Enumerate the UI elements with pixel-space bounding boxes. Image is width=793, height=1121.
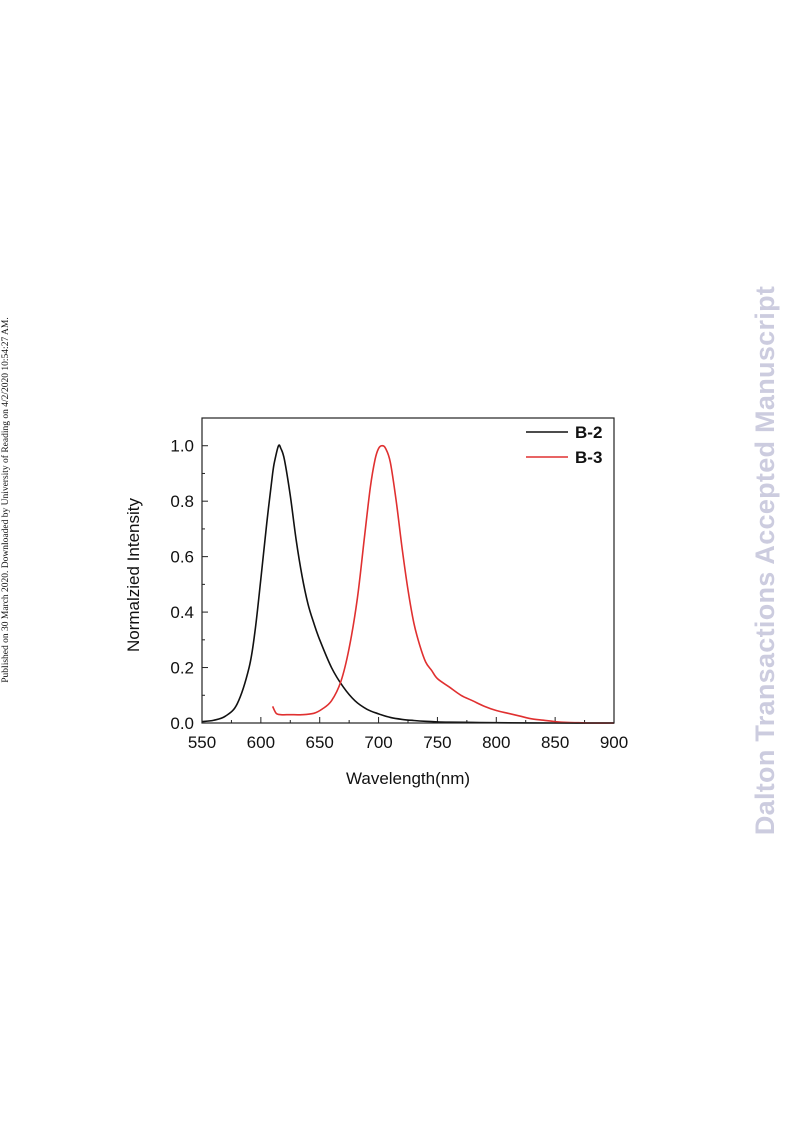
x-tick-label: 600	[247, 733, 275, 752]
x-tick-label: 550	[188, 733, 216, 752]
x-axis-title: Wavelength(nm)	[346, 769, 470, 788]
y-tick-label: 0.6	[170, 548, 194, 567]
series-line-b-2	[201, 444, 615, 724]
legend-label-b-2: B-2	[575, 423, 602, 442]
plot-area	[201, 444, 615, 724]
y-tick-label: 0.0	[170, 714, 194, 733]
y-tick-label: 0.4	[170, 603, 194, 622]
axis-ticks	[201, 417, 615, 724]
y-tick-label: 0.2	[170, 659, 194, 678]
y-tick-labels: 0.0 0.2 0.4 0.6 0.8 1.0	[170, 437, 194, 733]
series-line-b-3	[271, 444, 615, 724]
y-axis-title: Normalzied Intensity	[124, 498, 143, 653]
x-tick-label: 700	[364, 733, 392, 752]
y-tick-label: 1.0	[170, 437, 194, 456]
x-tick-labels: 550 600 650 700 750 800 850 900	[188, 733, 628, 752]
plot-frame	[201, 417, 615, 724]
x-tick-label: 850	[541, 733, 569, 752]
legend-label-b-3: B-3	[575, 448, 602, 467]
x-tick-label: 900	[600, 733, 628, 752]
x-tick-label: 650	[306, 733, 334, 752]
legend: B-2B-3	[526, 423, 602, 467]
y-tick-label: 0.8	[170, 492, 194, 511]
x-tick-label: 800	[482, 733, 510, 752]
x-tick-label: 750	[423, 733, 451, 752]
